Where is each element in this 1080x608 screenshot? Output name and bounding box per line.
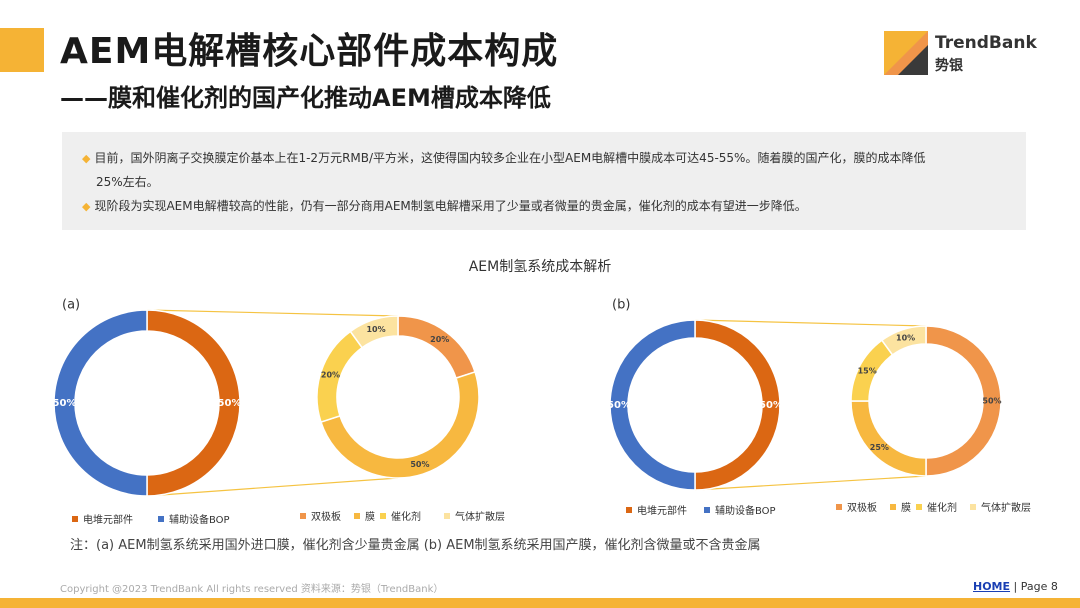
chart-b-breakdown-data-label-1: 25% xyxy=(870,443,889,452)
chart-a-breakdown-slice-3 xyxy=(349,315,399,349)
chart-a-breakdown-legend-swatch-2 xyxy=(380,513,386,519)
chart-title: AEM制氢系统成本解析 xyxy=(468,259,612,275)
trendbank-logo: TrendBank 势银 xyxy=(884,31,1044,75)
chart-b-breakdown-data-label-2: 15% xyxy=(858,367,877,376)
note-text-2: 现阶段为实现AEM电解槽较高的性能，仍有一部分商用AEM制氢电解槽采用了少量或者… xyxy=(94,199,807,213)
page-navigation: HOME | Page 8 xyxy=(973,580,1058,593)
chart-a-breakdown-data-label-1: 50% xyxy=(410,460,429,469)
chart-a-main-slice-0 xyxy=(146,309,241,497)
chart-a-breakdown-slice-0 xyxy=(397,315,476,380)
logo-text-cn: 势银 xyxy=(935,58,963,74)
chart-a-main-data-label-1: 50% xyxy=(53,398,77,409)
chart-a-panel-label: (a) xyxy=(62,298,80,313)
chart-b-breakdown-legend-swatch-2 xyxy=(916,504,922,510)
chart-b-main-legend-swatch-1 xyxy=(704,507,710,513)
chart-b-breakdown-legend-label-1: 膜 xyxy=(901,502,911,514)
chart-a-breakdown-legend-swatch-1 xyxy=(354,513,360,519)
chart-b-breakdown-data-label-3: 10% xyxy=(896,334,915,343)
trendbank-logo-icon xyxy=(884,31,928,75)
notes-panel: ◆ 目前，国外阴离子交换膜定价基本上在1-2万元RMB/平方米，这使得国内较多企业… xyxy=(62,132,1026,230)
chart-a-connector-bottom xyxy=(146,477,399,497)
chart-b-breakdown-legend-label-3: 气体扩散层 xyxy=(981,501,1031,514)
diamond-bullet-icon: ◆ xyxy=(82,152,91,165)
note-text-1-cont: 25%左右。 xyxy=(96,175,159,189)
copyright-text: Copyright @2023 TrendBank All rights res… xyxy=(60,584,444,595)
chart-a-connector-top xyxy=(146,309,399,317)
logo-text-en: TrendBank xyxy=(935,33,1037,53)
chart-b-breakdown-slice-3 xyxy=(880,325,927,356)
chart-a-main-data-label-0: 50% xyxy=(218,398,242,409)
chart-a-main-slice-1 xyxy=(53,309,148,497)
page-subtitle: ——膜和催化剂的国产化推动AEM槽成本降低 xyxy=(60,84,551,112)
title-accent-block xyxy=(0,28,44,72)
chart-a-breakdown-legend-swatch-3 xyxy=(444,513,450,519)
chart-a-main-legend-swatch-1 xyxy=(158,516,164,522)
chart-b-main-legend-label-1: 辅助设备BOP xyxy=(715,504,776,517)
note-item-1-cont: 25%左右。 xyxy=(96,170,159,194)
chart-a-breakdown-data-label-2: 20% xyxy=(321,371,340,380)
chart-b-breakdown-data-label-0: 50% xyxy=(982,397,1001,406)
page-label: | Page xyxy=(1010,580,1051,593)
chart-b-main-legend-label-0: 电堆元部件 xyxy=(637,504,687,517)
chart-a-breakdown-legend-label-0: 双极板 xyxy=(311,510,341,523)
chart-b-breakdown-legend-label-0: 双极板 xyxy=(847,501,877,514)
diamond-bullet-icon: ◆ xyxy=(82,200,91,213)
chart-a-breakdown-data-label-0: 20% xyxy=(430,335,449,344)
chart-b-main-data-label-1: 50% xyxy=(607,400,631,411)
chart-a-main-legend-swatch-0 xyxy=(72,516,78,522)
bottom-accent-bar xyxy=(0,598,1080,608)
chart-a-breakdown-legend-label-3: 气体扩散层 xyxy=(455,510,505,523)
home-link[interactable]: HOME xyxy=(973,580,1011,593)
chart-b-breakdown-legend-label-2: 催化剂 xyxy=(927,501,957,514)
chart-a-breakdown-slice-1 xyxy=(320,371,480,479)
chart-b-connector-bottom xyxy=(694,475,927,491)
chart-footnote: 注：(a) AEM制氢系统采用国外进口膜，催化剂含少量贵金属 (b) AEM制氢… xyxy=(70,538,761,553)
chart-a-main-legend-label-0: 电堆元部件 xyxy=(83,513,133,526)
note-item-1: ◆ 目前，国外阴离子交换膜定价基本上在1-2万元RMB/平方米，这使得国内较多企业… xyxy=(82,146,1022,171)
page-number: 8 xyxy=(1050,580,1058,593)
chart-b-main-legend-swatch-0 xyxy=(626,507,632,513)
note-item-2: ◆ 现阶段为实现AEM电解槽较高的性能，仍有一部分商用AEM制氢电解槽采用了少量或… xyxy=(82,194,1022,219)
chart-a-main-legend-label-1: 辅助设备BOP xyxy=(169,513,230,526)
chart-b-main-slice-1 xyxy=(609,319,696,491)
chart-a-breakdown-data-label-3: 10% xyxy=(366,325,385,334)
chart-a-breakdown-legend-label-2: 催化剂 xyxy=(391,510,421,523)
page-title: AEM电解槽核心部件成本构成 xyxy=(60,31,559,72)
chart-b-connector-top xyxy=(694,319,927,327)
chart-b-panel-label: (b) xyxy=(612,298,630,313)
note-text-1: 目前，国外阴离子交换膜定价基本上在1-2万元RMB/平方米，这使得国内较多企业在… xyxy=(94,151,926,165)
chart-b-main-data-label-0: 50% xyxy=(759,400,783,411)
chart-a-breakdown-legend-label-1: 膜 xyxy=(365,511,375,523)
chart-a-breakdown-legend-swatch-0 xyxy=(300,513,306,519)
chart-b-breakdown-slice-1 xyxy=(850,400,927,477)
chart-b-breakdown-legend-swatch-3 xyxy=(970,504,976,510)
chart-b-breakdown-legend-swatch-1 xyxy=(890,504,896,510)
chart-b-breakdown-legend-swatch-0 xyxy=(836,504,842,510)
